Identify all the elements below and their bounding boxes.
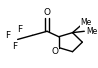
Text: Me: Me <box>87 27 98 36</box>
Text: Me: Me <box>81 18 92 27</box>
Text: F: F <box>17 25 22 34</box>
Text: F: F <box>12 42 17 51</box>
Text: F: F <box>5 31 10 40</box>
Text: O: O <box>44 8 51 17</box>
Text: O: O <box>51 47 58 56</box>
